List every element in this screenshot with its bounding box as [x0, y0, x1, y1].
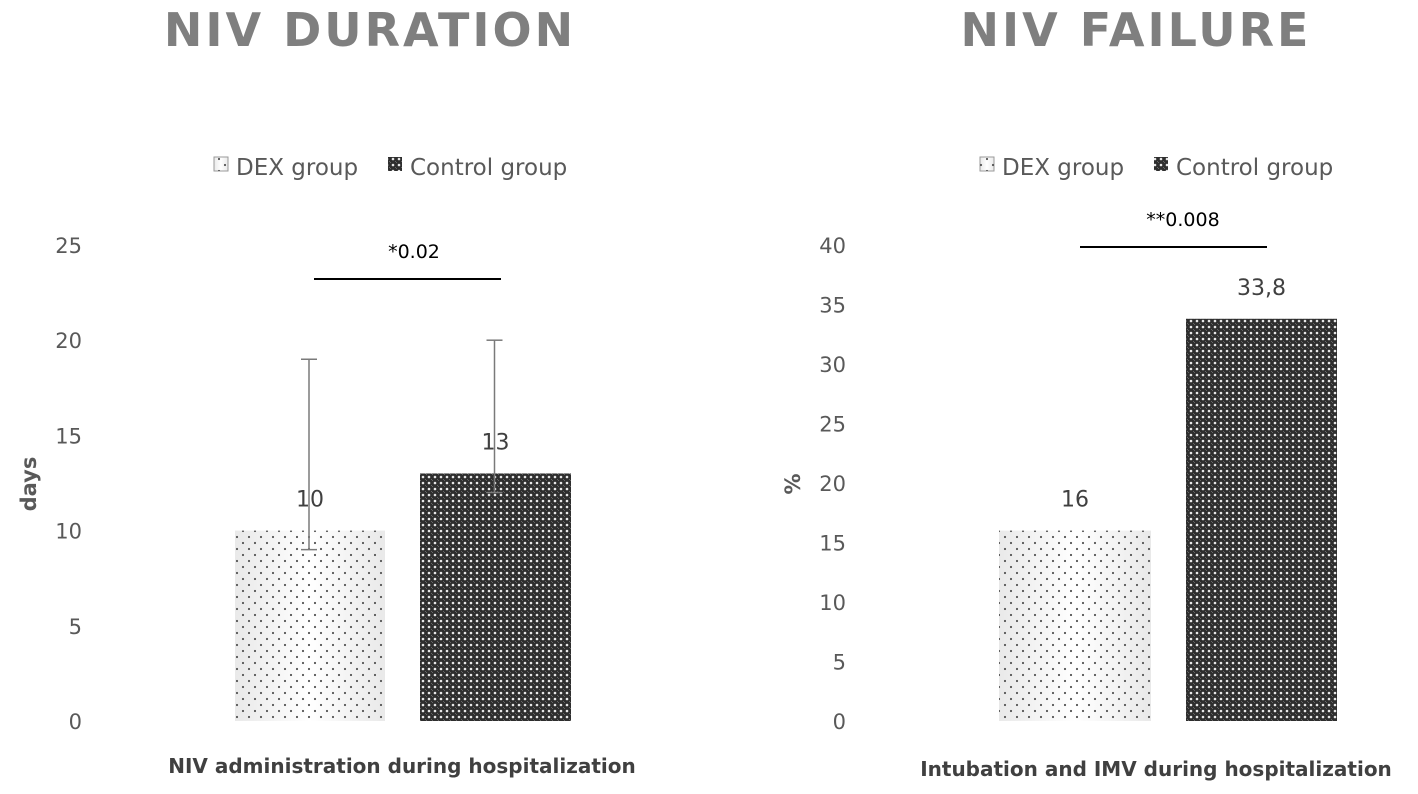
- legend: DEX group Control group: [979, 155, 1333, 181]
- chart-title: NIV FAILURE: [961, 3, 1312, 57]
- y-tick-label: 20: [819, 472, 846, 496]
- bar-control-group: [420, 473, 571, 721]
- y-tick-label: 0: [833, 710, 846, 734]
- significance-label: *0.02: [388, 241, 440, 263]
- data-label-dex: 16: [1061, 488, 1089, 513]
- x-axis-label: NIV administration during hospitalizatio…: [168, 754, 636, 778]
- y-tick-label: 10: [55, 520, 82, 544]
- y-tick-label: 5: [833, 651, 846, 675]
- legend-swatch-control: [1154, 157, 1168, 171]
- error-bar-dex: [301, 358, 317, 551]
- bar-dex-group-pattern: [235, 530, 385, 721]
- y-tick-label: 10: [819, 591, 846, 615]
- niv-failure-chart: NIV FAILURE DEX group Control group 0 5 10…: [781, 3, 1392, 781]
- y-axis-label: %: [781, 473, 805, 494]
- chart-title: NIV DURATION: [164, 3, 576, 57]
- y-axis-label: days: [17, 457, 41, 512]
- legend-label-dex: DEX group: [236, 155, 358, 181]
- legend-label-dex: DEX group: [1002, 155, 1124, 181]
- legend-swatch-dex-pattern: [214, 157, 228, 171]
- significance-label: **0.008: [1146, 209, 1219, 231]
- legend-label-control: Control group: [1176, 155, 1333, 181]
- legend-swatch-control: [388, 157, 402, 171]
- legend-label-control: Control group: [410, 155, 567, 181]
- legend-swatch-dex-pattern: [980, 157, 994, 171]
- y-axis-ticks: 0 5 10 15 20 25: [55, 234, 82, 734]
- y-tick-label: 30: [819, 353, 846, 377]
- y-tick-label: 15: [819, 532, 846, 556]
- error-bar-control: [486, 339, 503, 494]
- bar-dex-group-pattern: [999, 530, 1151, 721]
- data-label-control: 33,8: [1237, 276, 1286, 301]
- x-axis-label: Intubation and IMV during hospitalizatio…: [920, 757, 1392, 781]
- data-label-control: 13: [482, 430, 510, 455]
- bar-control-group: [1186, 318, 1337, 721]
- y-tick-label: 0: [69, 710, 82, 734]
- y-tick-label: 25: [55, 234, 82, 258]
- y-tick-label: 35: [819, 294, 846, 318]
- y-tick-label: 15: [55, 424, 82, 448]
- niv-duration-chart: NIV DURATION DEX group Control group 0 5 1…: [17, 3, 636, 778]
- y-tick-label: 40: [819, 234, 846, 258]
- y-axis-ticks: 0 5 10 15 20 25 30 35 40: [819, 234, 846, 734]
- y-tick-label: 5: [69, 615, 82, 639]
- y-tick-label: 25: [819, 413, 846, 437]
- data-label-dex: 10: [296, 488, 324, 513]
- legend: DEX group Control group: [213, 155, 567, 181]
- y-tick-label: 20: [55, 329, 82, 353]
